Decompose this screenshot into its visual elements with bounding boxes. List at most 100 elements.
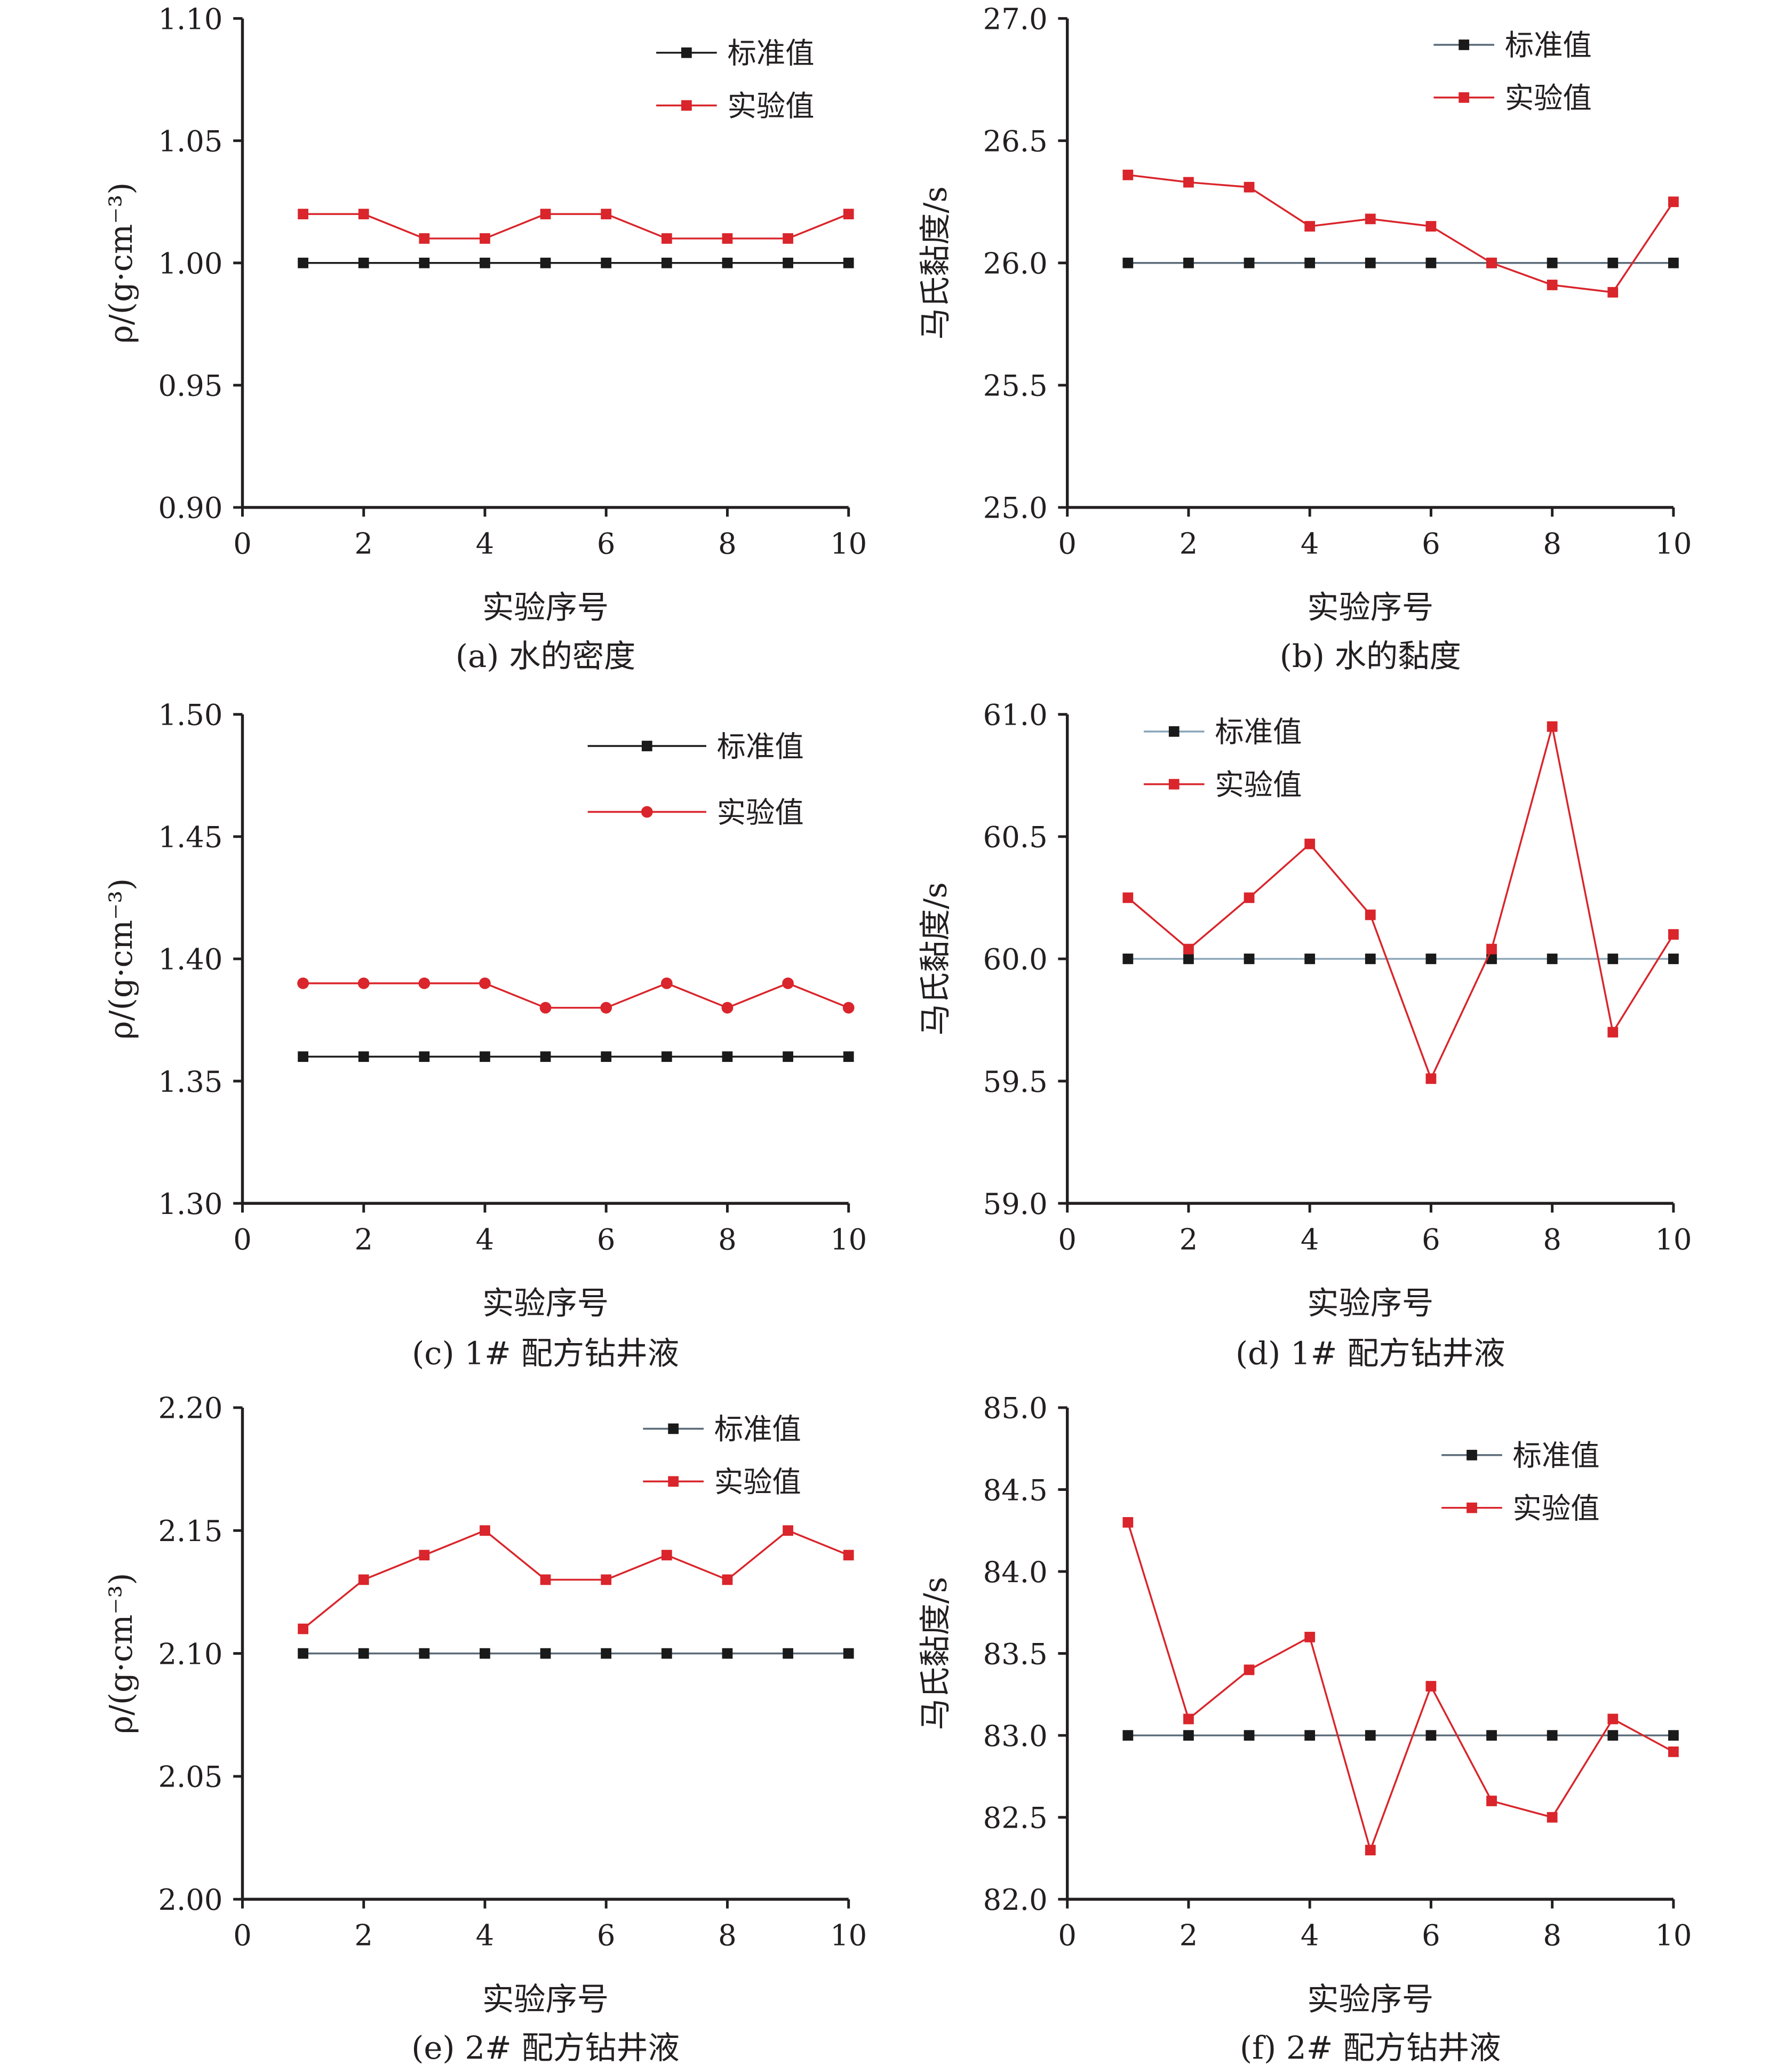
- data-point: [419, 233, 430, 244]
- data-point: [1425, 257, 1437, 268]
- data-point: [660, 977, 673, 989]
- data-point: [1183, 257, 1194, 268]
- data-point: [1668, 1730, 1679, 1741]
- data-point: [1183, 177, 1194, 188]
- y-tick-label: 2.20: [158, 1392, 222, 1425]
- y-tick-label: 84.5: [983, 1473, 1048, 1507]
- x-tick-label: 10: [830, 527, 867, 560]
- series-line: [1128, 174, 1675, 293]
- data-point: [1365, 257, 1376, 268]
- data-point: [722, 233, 733, 244]
- y-tick-label: 26.0: [983, 247, 1048, 281]
- x-tick-label: 8: [718, 527, 737, 560]
- data-point: [843, 1051, 854, 1062]
- x-tick-label: 4: [1301, 1223, 1319, 1257]
- data-point: [297, 977, 309, 989]
- data-point: [1244, 257, 1255, 268]
- series-standard: [1122, 1730, 1679, 1741]
- legend-marker: [1467, 1450, 1477, 1460]
- y-tick-label: 2.15: [158, 1514, 222, 1548]
- series-standard: [298, 257, 854, 268]
- data-point: [1122, 169, 1134, 180]
- x-tick-label: 0: [1058, 527, 1077, 560]
- data-point: [1425, 1730, 1437, 1741]
- x-tick-label: 8: [1543, 1919, 1561, 1952]
- data-point: [601, 257, 612, 268]
- x-tick-label: 2: [1180, 1919, 1198, 1952]
- x-tick-label: 10: [1655, 1223, 1692, 1257]
- data-point: [1244, 181, 1255, 193]
- data-point: [1547, 954, 1558, 964]
- y-tick-label: 84.0: [983, 1555, 1048, 1589]
- data-point: [1607, 287, 1619, 298]
- legend-marker: [668, 1423, 679, 1434]
- legend-marker: [1168, 779, 1180, 790]
- x-tick-label: 6: [597, 527, 616, 560]
- data-point: [1122, 892, 1134, 903]
- series-standard: [298, 1051, 854, 1062]
- x-axis-label: 实验序号: [1307, 589, 1433, 625]
- series-standard: [298, 1648, 854, 1659]
- x-tick-label: 4: [476, 527, 495, 560]
- legend-label: 实验值: [727, 89, 814, 123]
- series-line: [303, 213, 849, 240]
- y-axis-label: ρ/(g·cm⁻³): [102, 878, 139, 1039]
- data-point: [842, 1002, 855, 1014]
- series-experimental: [297, 977, 855, 1014]
- data-point: [298, 1623, 308, 1634]
- y-axis-label: 马氏黏度/s: [917, 186, 953, 339]
- x-tick-label: 8: [718, 1919, 737, 1952]
- legend-marker: [641, 806, 653, 818]
- x-tick-label: 2: [354, 1919, 373, 1952]
- data-point: [539, 1002, 552, 1014]
- data-point: [479, 977, 491, 989]
- data-point: [1486, 1796, 1497, 1806]
- data-point: [1183, 1730, 1194, 1741]
- y-axis-label: ρ/(g·cm⁻³): [102, 1573, 139, 1734]
- y-axis-label: 马氏黏度/s: [917, 882, 953, 1035]
- chart-caption: (b) 水的黏度: [1280, 638, 1461, 674]
- data-point: [1547, 1730, 1558, 1741]
- legend-marker: [1459, 92, 1470, 103]
- data-point: [661, 1051, 672, 1062]
- chart-caption: (a) 水的密度: [456, 638, 635, 674]
- y-tick-label: 26.5: [983, 124, 1048, 158]
- chart-b: 27.0 26.5 26.0 25.5 25.0 0 2 4 6 8 10 实验序号 (b) 水的黏度 马…: [917, 2, 1692, 674]
- chart-caption: (e) 2# 配方钻井液: [411, 2029, 680, 2066]
- y-tick-label: 59.0: [983, 1187, 1048, 1221]
- y-tick-label: 2.00: [158, 1883, 222, 1917]
- data-point: [1425, 1681, 1437, 1692]
- data-point: [1122, 954, 1134, 964]
- chart-caption: (d) 1# 配方钻井液: [1236, 1335, 1505, 1371]
- data-point: [843, 257, 854, 268]
- x-tick-label: 8: [1543, 1223, 1561, 1257]
- data-point: [358, 1051, 369, 1062]
- x-tick-label: 0: [233, 527, 252, 560]
- x-tick-label: 2: [1180, 1223, 1198, 1257]
- data-point: [480, 1051, 490, 1062]
- legend-label: 标准值: [1513, 1439, 1600, 1473]
- data-point: [1183, 954, 1194, 964]
- data-point: [601, 1648, 612, 1659]
- y-tick-label: 61.0: [983, 698, 1048, 732]
- data-point: [358, 209, 369, 220]
- y-tick-label: 82.5: [983, 1801, 1048, 1835]
- data-point: [1607, 954, 1619, 964]
- chart-d: 61.0 60.5 60.0 59.5 59.0 0 2 4 6 8 10 实验序号 (d) 1# 配方…: [917, 698, 1692, 1372]
- data-point: [1244, 1730, 1255, 1741]
- data-point: [1244, 1664, 1255, 1676]
- x-tick-label: 10: [1655, 527, 1692, 560]
- y-tick-label: 83.0: [983, 1719, 1048, 1753]
- x-tick-label: 8: [1543, 527, 1561, 560]
- data-point: [1486, 1730, 1497, 1741]
- legend-label: 标准值: [714, 1412, 801, 1446]
- series-line: [1127, 1522, 1674, 1853]
- chart-c: 1.50 1.45 1.40 1.35 1.30 0 2 4 6 8 10 实验序号 (c) 1# 配方…: [102, 698, 867, 1372]
- legend-label: 标准值: [727, 37, 814, 70]
- legend-label: 实验值: [714, 1465, 801, 1499]
- chart-a: 1.10 1.05 1.00 0.95 0.90 0 2 4 6 8 10 实验序号 (a) 水的密度 ρ…: [102, 2, 867, 674]
- data-point: [1122, 257, 1134, 268]
